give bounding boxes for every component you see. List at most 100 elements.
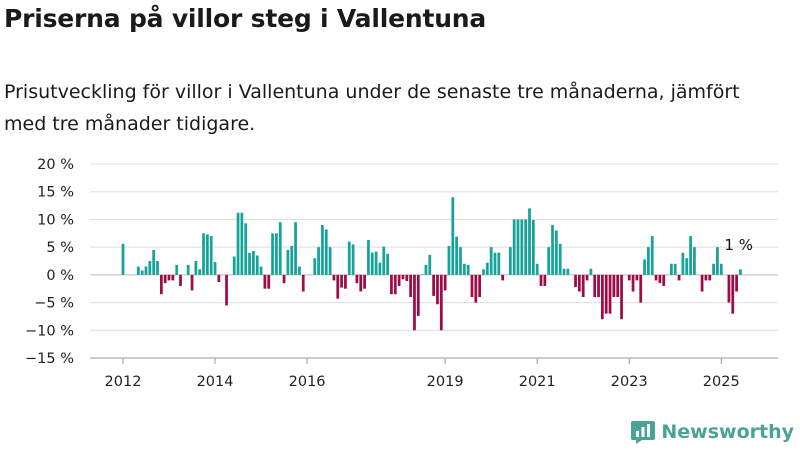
bar <box>294 222 297 275</box>
bar <box>700 274 704 292</box>
chart-subtitle: Prisutveckling för villor i Vallentuna u… <box>4 81 740 135</box>
bar <box>631 274 635 292</box>
bar <box>278 222 282 275</box>
bar <box>551 224 554 275</box>
bar <box>539 274 543 286</box>
bar <box>719 263 723 275</box>
newsworthy-icon <box>631 421 656 444</box>
bar <box>512 219 516 275</box>
grid-lines <box>90 163 778 359</box>
bar <box>731 274 735 314</box>
bar <box>459 247 462 275</box>
bar <box>148 261 152 275</box>
bar <box>175 264 179 275</box>
bar <box>566 268 570 275</box>
bar <box>232 256 236 275</box>
bar <box>585 274 589 281</box>
bar <box>531 219 535 275</box>
bar <box>447 246 451 275</box>
bar <box>474 274 478 303</box>
bar <box>386 253 389 275</box>
bar <box>451 197 455 275</box>
bar <box>627 274 631 281</box>
bar <box>482 269 485 275</box>
bar <box>190 274 194 291</box>
y-tick-label: −5 % <box>34 296 74 312</box>
bar <box>244 223 248 275</box>
bar <box>409 274 412 298</box>
bar <box>301 274 305 292</box>
bar <box>290 246 294 275</box>
bar <box>516 219 520 275</box>
bar <box>712 263 715 275</box>
bar <box>336 274 340 299</box>
bar <box>205 234 209 275</box>
x-axis-ticks: 2012 2014 2016 2019 2021 2023 2025 <box>90 357 778 390</box>
bar <box>581 274 585 298</box>
y-tick-label: −10 % <box>25 323 74 339</box>
bar <box>347 241 351 275</box>
bar <box>121 243 125 275</box>
bar <box>489 247 493 275</box>
x-tick-label: 2016 <box>289 374 326 390</box>
bar <box>716 247 719 275</box>
bar <box>524 219 528 275</box>
x-tick-label: 2019 <box>427 374 464 390</box>
bar <box>317 247 320 275</box>
bar <box>355 274 359 284</box>
bar <box>424 264 428 275</box>
bar <box>520 219 524 275</box>
bar <box>351 244 355 275</box>
bar <box>420 274 424 275</box>
bar <box>493 252 497 275</box>
bar <box>677 274 681 281</box>
bar <box>681 252 685 275</box>
bar <box>236 212 240 275</box>
bar <box>397 274 401 286</box>
bar <box>432 274 436 296</box>
bar <box>577 274 581 292</box>
bar <box>654 274 658 281</box>
bar <box>152 249 156 275</box>
bar <box>735 274 738 292</box>
bar <box>689 236 692 275</box>
bar <box>439 274 443 331</box>
bar <box>359 274 363 292</box>
y-tick-label: 10 % <box>37 212 74 228</box>
bar <box>673 263 677 275</box>
bar <box>416 274 420 316</box>
bar <box>156 261 159 275</box>
bar <box>670 263 673 275</box>
bar <box>363 274 366 289</box>
bar <box>593 274 597 298</box>
bar <box>340 274 343 288</box>
bar <box>708 274 712 281</box>
bar <box>643 259 646 275</box>
bar <box>647 247 650 275</box>
bar <box>255 255 259 275</box>
bar <box>600 274 604 320</box>
bar <box>639 274 643 303</box>
bar <box>378 262 382 275</box>
bar <box>217 274 221 283</box>
bar <box>612 274 616 298</box>
bar <box>198 269 202 275</box>
bar <box>313 258 317 275</box>
bar <box>589 268 593 275</box>
bar <box>144 266 148 275</box>
y-tick-label: 0 % <box>46 268 74 284</box>
x-tick-label: 2012 <box>105 374 142 390</box>
bar <box>455 236 459 275</box>
x-tick-label: 2021 <box>519 374 556 390</box>
bar <box>554 230 558 275</box>
bar <box>328 247 332 275</box>
bar <box>443 274 447 291</box>
bar <box>213 262 217 275</box>
bar <box>704 274 708 281</box>
bar <box>209 236 213 275</box>
latest-value-label: 1 % <box>724 236 753 254</box>
bar <box>543 274 547 286</box>
bar <box>163 274 167 284</box>
bar <box>179 274 182 286</box>
